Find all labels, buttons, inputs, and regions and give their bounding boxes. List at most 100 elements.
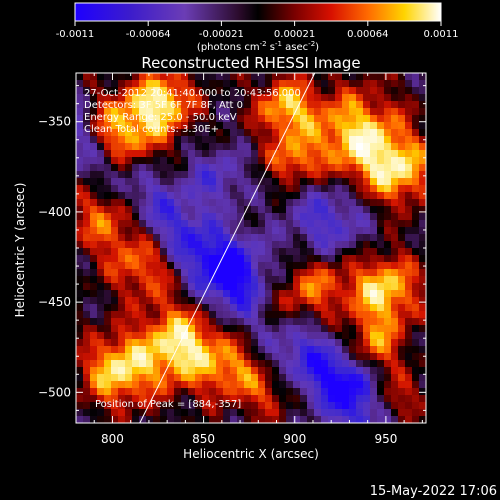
heatmap-cell bbox=[314, 115, 322, 123]
heatmap-cell bbox=[370, 213, 378, 221]
heatmap-cell bbox=[174, 122, 182, 130]
heatmap-cell bbox=[272, 94, 280, 102]
heatmap-cell bbox=[237, 318, 245, 326]
heatmap-cell bbox=[160, 150, 168, 158]
heatmap-cell bbox=[335, 388, 343, 396]
heatmap-cell bbox=[272, 276, 280, 284]
heatmap-cell bbox=[384, 304, 392, 312]
heatmap-cell bbox=[251, 178, 259, 186]
heatmap-cell bbox=[363, 374, 371, 382]
heatmap-cell bbox=[125, 311, 133, 319]
heatmap-cell bbox=[244, 241, 252, 249]
heatmap-cell bbox=[139, 136, 147, 144]
heatmap-cell bbox=[125, 143, 133, 151]
heatmap-cell bbox=[279, 297, 287, 305]
heatmap-cell bbox=[384, 367, 392, 375]
heatmap-cell bbox=[230, 290, 238, 298]
heatmap-cell bbox=[230, 143, 238, 151]
heatmap-cell bbox=[153, 227, 161, 235]
heatmap-cell bbox=[335, 129, 343, 137]
heatmap-cell bbox=[188, 367, 196, 375]
heatmap-cell bbox=[97, 108, 105, 116]
heatmap-cell bbox=[370, 206, 378, 214]
heatmap-cell bbox=[160, 332, 168, 340]
heatmap-cell bbox=[251, 80, 259, 88]
heatmap-cell bbox=[384, 346, 392, 354]
heatmap-cell bbox=[76, 80, 84, 88]
heatmap-cell bbox=[160, 115, 168, 123]
heatmap-cell bbox=[195, 248, 203, 256]
heatmap-cell bbox=[335, 297, 343, 305]
heatmap-cell bbox=[181, 164, 189, 172]
heatmap-cell bbox=[97, 227, 105, 235]
heatmap-cell bbox=[195, 416, 203, 423]
heatmap-cell bbox=[83, 269, 91, 277]
heatmap-cell bbox=[230, 199, 238, 207]
heatmap-cell bbox=[153, 206, 161, 214]
heatmap-cell bbox=[328, 388, 336, 396]
heatmap-cell bbox=[314, 178, 322, 186]
heatmap-cell bbox=[230, 360, 238, 368]
heatmap-cell bbox=[405, 241, 413, 249]
heatmap-cell bbox=[153, 122, 161, 130]
heatmap-cell bbox=[202, 311, 210, 319]
heatmap-cell bbox=[405, 339, 413, 347]
heatmap-cell bbox=[335, 353, 343, 361]
heatmap-cell bbox=[237, 346, 245, 354]
heatmap-cell bbox=[363, 164, 371, 172]
heatmap-cell bbox=[76, 416, 84, 423]
heatmap-cell bbox=[300, 171, 308, 179]
heatmap-cell bbox=[202, 304, 210, 312]
heatmap-cell bbox=[377, 192, 385, 200]
y-tick-label: −350 bbox=[38, 115, 71, 129]
heatmap-cell bbox=[412, 346, 420, 354]
heatmap-cell bbox=[258, 311, 266, 319]
heatmap-cell bbox=[412, 339, 420, 347]
heatmap-cell bbox=[363, 87, 371, 95]
heatmap-cell bbox=[244, 325, 252, 333]
heatmap-cell bbox=[279, 213, 287, 221]
heatmap-cell bbox=[272, 409, 280, 417]
heatmap-cell bbox=[76, 283, 84, 291]
heatmap-cell bbox=[349, 381, 357, 389]
colorbar-tick-label: 0.00021 bbox=[274, 29, 315, 40]
heatmap-cell bbox=[174, 367, 182, 375]
heatmap-cell bbox=[328, 220, 336, 228]
heatmap-cell bbox=[174, 171, 182, 179]
heatmap-cell bbox=[356, 416, 364, 423]
heatmap-cell bbox=[209, 157, 217, 165]
heatmap-cell bbox=[377, 143, 385, 151]
heatmap-cell bbox=[307, 353, 315, 361]
heatmap-cell bbox=[265, 304, 273, 312]
heatmap-cell bbox=[335, 339, 343, 347]
heatmap-cell bbox=[230, 339, 238, 347]
heatmap-cell bbox=[174, 304, 182, 312]
heatmap-cell bbox=[76, 227, 84, 235]
heatmap-cell bbox=[118, 213, 126, 221]
heatmap-cell bbox=[272, 304, 280, 312]
heatmap-cell bbox=[153, 185, 161, 193]
heatmap-cell bbox=[167, 108, 175, 116]
heatmap-cell bbox=[83, 220, 91, 228]
heatmap-cell bbox=[405, 143, 413, 151]
heatmap-cell bbox=[83, 304, 91, 312]
heatmap-cell bbox=[342, 108, 350, 116]
heatmap-cell bbox=[202, 87, 210, 95]
heatmap-cell bbox=[237, 143, 245, 151]
heatmap-cell bbox=[370, 199, 378, 207]
heatmap-cell bbox=[370, 185, 378, 193]
heatmap-cell bbox=[363, 206, 371, 214]
heatmap-cell bbox=[258, 269, 266, 277]
heatmap-cell bbox=[174, 388, 182, 396]
heatmap-cell bbox=[272, 185, 280, 193]
heatmap-cell bbox=[370, 227, 378, 235]
heatmap-cell bbox=[342, 220, 350, 228]
heatmap-cell bbox=[139, 178, 147, 186]
heatmap-cell bbox=[265, 185, 273, 193]
heatmap-cell bbox=[279, 290, 287, 298]
heatmap-cell bbox=[202, 199, 210, 207]
heatmap-cell bbox=[370, 150, 378, 158]
heatmap-cell bbox=[314, 192, 322, 200]
heatmap-cell bbox=[104, 395, 112, 403]
heatmap-cell bbox=[307, 164, 315, 172]
